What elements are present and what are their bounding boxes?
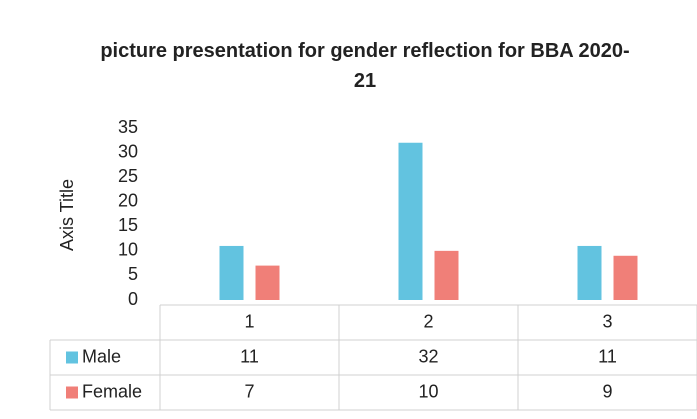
x-tick-label: 1	[244, 311, 254, 331]
y-tick-label: 20	[118, 190, 138, 210]
legend-label: Male	[82, 346, 121, 366]
bar	[613, 255, 638, 300]
table-value: 32	[418, 346, 438, 366]
y-tick-label: 30	[118, 141, 138, 161]
table-value: 9	[602, 381, 612, 401]
x-tick-label: 2	[423, 311, 433, 331]
y-tick-label: 5	[128, 264, 138, 284]
legend-swatch	[66, 351, 78, 364]
y-tick-label: 35	[118, 117, 138, 137]
table-value: 7	[244, 381, 254, 401]
chart-title: picture presentation for gender reflecti…	[100, 40, 630, 92]
y-tick-label: 10	[118, 240, 138, 260]
legend-swatch	[66, 386, 78, 399]
y-tick-label: 0	[128, 289, 138, 309]
y-tick-label: 25	[118, 166, 138, 186]
x-tick-label: 3	[602, 311, 612, 331]
table-value: 11	[598, 346, 617, 366]
y-axis-title: Axis Title	[57, 179, 77, 251]
legend-label: Female	[82, 381, 142, 401]
bar	[219, 245, 244, 300]
y-tick-label: 15	[118, 215, 138, 235]
table-value: 10	[418, 381, 438, 401]
table-value: 11	[240, 346, 259, 366]
bar	[577, 245, 602, 300]
bar	[434, 250, 459, 300]
bar	[398, 142, 423, 300]
bar	[255, 265, 280, 300]
